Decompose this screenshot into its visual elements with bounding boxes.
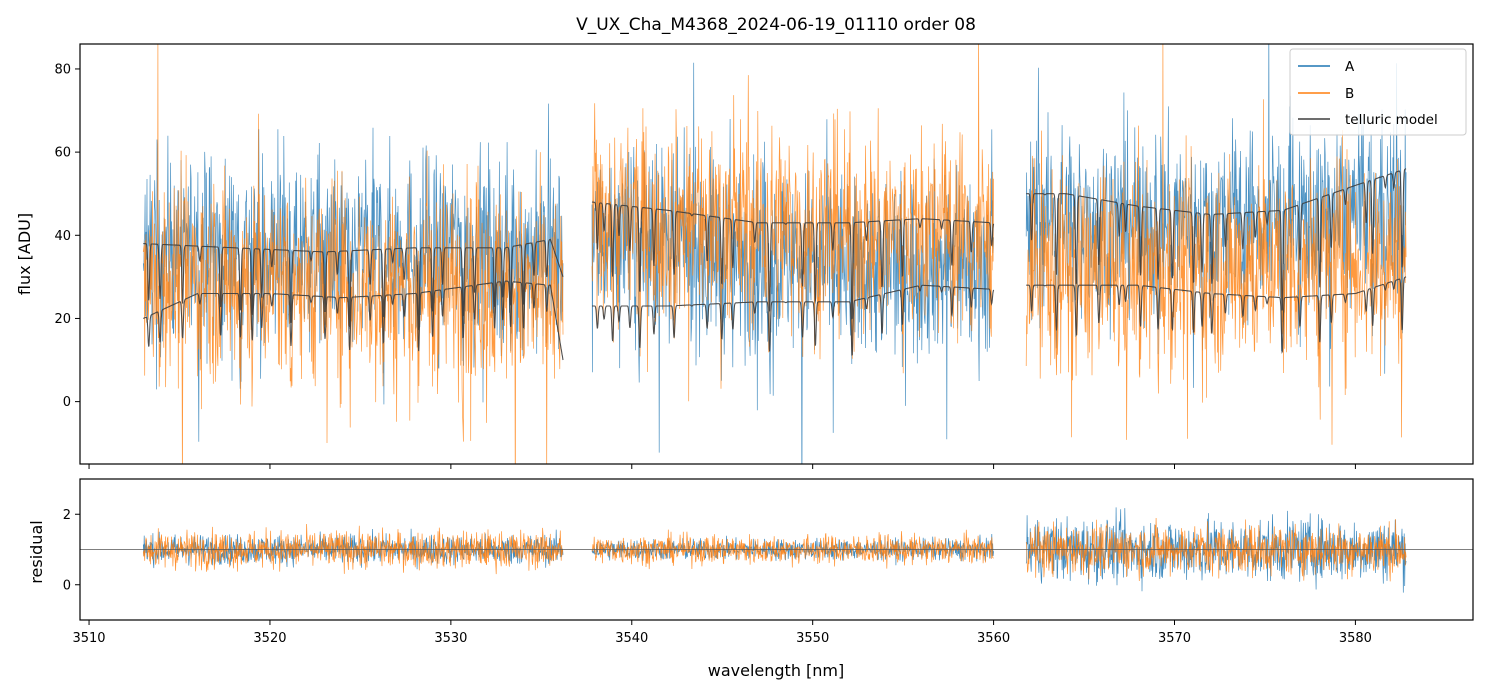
x-tick-label: 3520 [253,631,286,646]
flux-plot-area [142,44,1407,464]
x-tick-label: 3550 [796,631,829,646]
flux-y-tick-label: 0 [63,395,71,410]
legend-label-telluric: telluric model [1345,112,1438,128]
flux-series-b-segment-1 [142,44,564,464]
flux-panel: 0 20 40 60 80 flux [ADU] [15,43,1474,469]
flux-series-b-segment-2 [591,44,994,402]
residual-series-b-segment-1 [142,523,564,575]
flux-x-ticks [88,464,1356,469]
x-axis-label: wavelength [nm] [708,661,845,680]
residual-y-tick-label: 2 [63,508,71,523]
legend-label-b: B [1345,86,1354,102]
telluric-model-curve-1-segment-1 [143,238,564,331]
flux-y-tick-label: 20 [54,312,71,327]
telluric-model-curve-1-segment-3 [1026,168,1407,311]
flux-series-a-segment-1 [142,103,564,442]
flux-series-b-segment-3 [1025,44,1407,445]
flux-panel-frame [79,43,1474,465]
residual-plot-area [80,507,1473,593]
telluric-model-curve-2-segment-2 [592,284,995,356]
x-tick-label: 3570 [1158,631,1191,646]
telluric-model-curve-1-segment-2 [591,201,995,320]
legend: A B telluric model [1289,48,1467,136]
legend-label-a: A [1345,59,1355,75]
flux-y-tick-label: 80 [54,62,71,77]
residual-x-ticks: 3510 3520 3530 3540 3550 3560 3570 3580 [72,620,1372,646]
residual-panel: 02 3510 3520 3530 3540 3550 3560 3570 3580 resi… [27,478,1474,680]
telluric-model-curve-2-segment-1 [143,280,564,361]
telluric-model-curve-2-segment-3 [1026,276,1407,354]
legend-box [1289,48,1467,136]
x-tick-label: 3540 [615,631,648,646]
residual-series-b-segment-2 [591,529,994,570]
x-tick-label: 3560 [977,631,1010,646]
flux-y-tick-label: 60 [54,146,71,161]
residual-series-b-segment-3 [1025,517,1407,582]
residual-y-tick-label: 0 [63,578,71,593]
chart-title: V_UX_Cha_M4368_2024-06-19_01110 order 08 [576,15,976,35]
residual-y-ticks: 02 [63,508,80,593]
x-tick-label: 3580 [1339,631,1372,646]
flux-y-ticks: 0 20 40 60 80 [54,62,80,410]
flux-series-a-segment-2 [591,62,994,464]
flux-y-axis-label: flux [ADU] [15,213,34,295]
residual-panel-frame [79,478,1474,621]
x-tick-label: 3510 [72,631,105,646]
flux-y-tick-label: 40 [54,229,71,244]
residual-y-axis-label: residual [27,520,46,583]
x-tick-label: 3530 [434,631,467,646]
